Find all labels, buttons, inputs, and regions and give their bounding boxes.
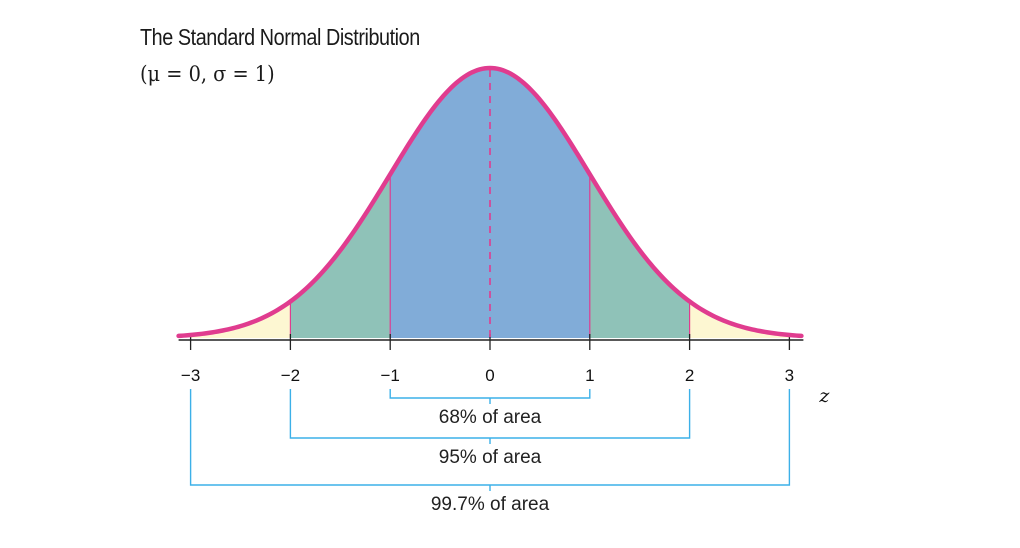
bracket-label-2: 99.7% of area [431,494,550,515]
bracket-line-0 [389,389,591,399]
bracket-label-0: 68% of area [439,407,542,428]
chart-subtitle: (μ = 0, σ = 1) [140,62,275,86]
tick-label--2: −2 [281,366,300,385]
chart-title: The Standard Normal Distribution [140,24,420,50]
tick-label-3: 3 [785,366,794,385]
tick-label--3: −3 [181,366,200,385]
tick-label-1: 1 [585,366,594,385]
tick-label-2: 2 [685,366,694,385]
region-dividers [289,174,691,338]
density-curve [176,65,804,339]
x-axis-ticks: −3 −2 −1 0 1 2 3 [181,334,794,385]
bracket-label-1: 95% of area [439,447,542,468]
x-axis-label: z [818,385,830,407]
tick-label--1: −1 [381,366,400,385]
tick-label-0: 0 [485,366,494,385]
area-brackets: 68% of area 95% of area 99.7% of area [189,389,791,515]
region-4 [689,301,790,338]
region-0 [190,301,291,338]
